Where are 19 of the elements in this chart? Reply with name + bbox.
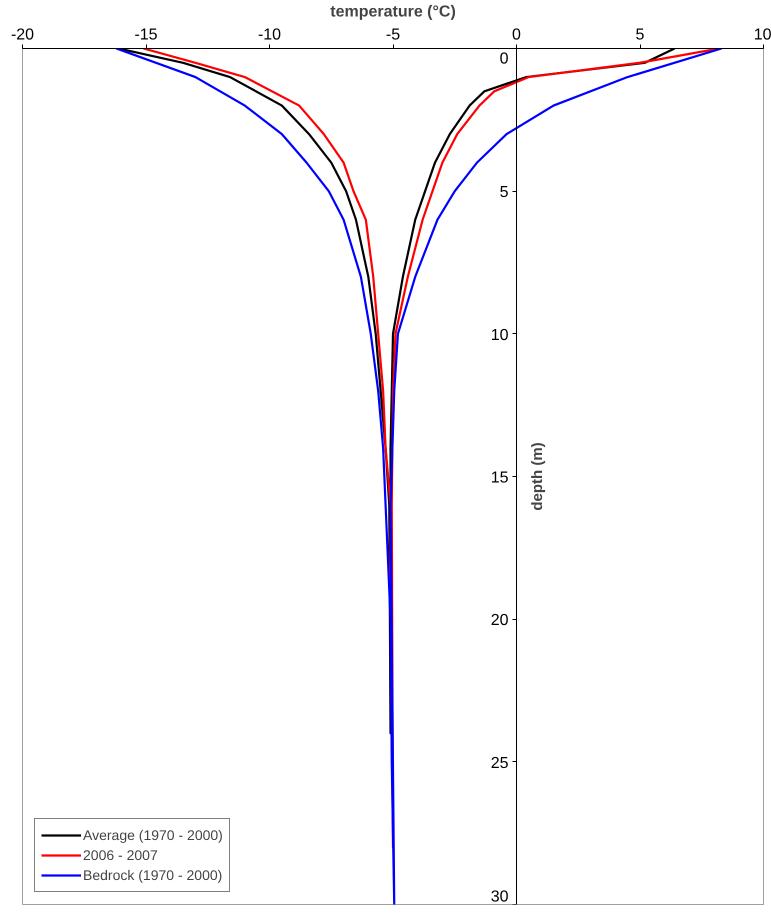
y-tick-label: 5	[500, 184, 509, 202]
legend-label: Bedrock (1970 - 2000)	[83, 866, 222, 884]
x-tick-label: 5	[636, 26, 645, 44]
y-axis-title: depth (m)	[528, 442, 546, 511]
x-tick-label: -10	[258, 26, 282, 44]
y-tick-label: 10	[490, 326, 509, 344]
x-tick-label: 0	[512, 26, 522, 44]
x-axis-title: temperature (°C)	[330, 4, 456, 20]
legend-label: 2006 - 2007	[83, 846, 158, 864]
x-tick-label: -20	[10, 26, 34, 44]
y-tick-label: 30	[490, 888, 509, 906]
x-tick-label: 10	[754, 26, 771, 44]
y-tick-label: 0	[500, 50, 509, 68]
y-tick-label: 20	[490, 612, 509, 630]
x-tick-label: -15	[134, 26, 158, 44]
x-tick-label: -5	[386, 26, 400, 44]
y-tick-label: 25	[490, 754, 509, 772]
legend-label: Average (1970 - 2000)	[83, 826, 223, 844]
y-tick-label: 15	[490, 470, 509, 486]
